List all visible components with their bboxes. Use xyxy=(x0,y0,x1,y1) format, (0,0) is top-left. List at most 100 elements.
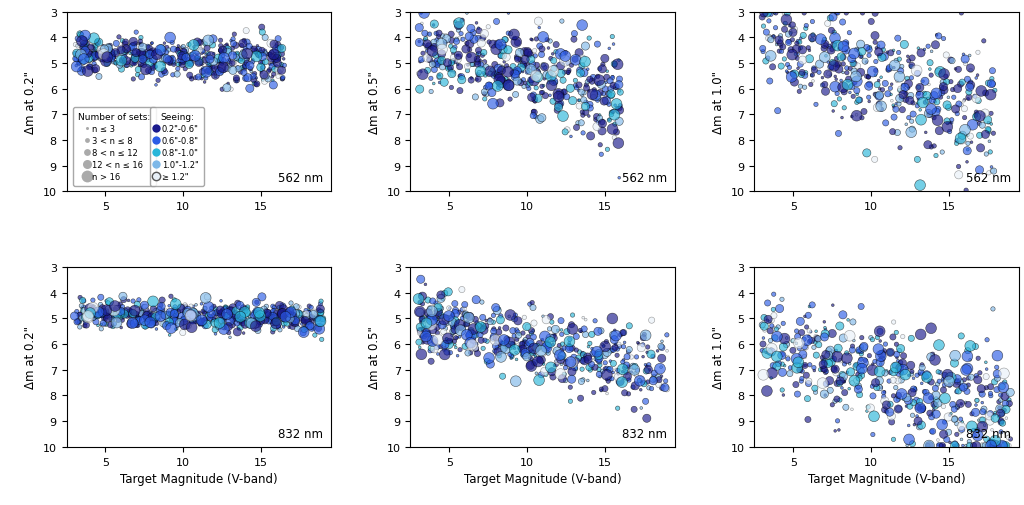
Point xyxy=(801,327,817,335)
Point xyxy=(996,378,1013,386)
Point xyxy=(529,69,546,77)
Point xyxy=(629,353,645,361)
Point xyxy=(979,435,995,443)
Point xyxy=(949,441,966,449)
Point xyxy=(197,322,213,330)
Point xyxy=(887,62,903,70)
Point xyxy=(161,47,177,55)
Point xyxy=(903,129,920,137)
Point xyxy=(928,152,944,160)
Point xyxy=(954,132,971,140)
Point xyxy=(919,371,935,379)
Point xyxy=(914,407,931,415)
Point xyxy=(859,407,876,415)
Point xyxy=(524,37,541,45)
Point xyxy=(565,360,582,368)
Point xyxy=(242,63,258,71)
Point xyxy=(978,90,994,98)
Point xyxy=(883,49,899,58)
Point xyxy=(133,311,150,319)
Point xyxy=(805,32,821,40)
Point xyxy=(85,46,101,55)
Point xyxy=(997,399,1014,408)
Point xyxy=(188,55,205,63)
Point xyxy=(509,68,525,76)
Point xyxy=(528,84,545,92)
Point xyxy=(949,111,966,119)
Point xyxy=(962,438,978,446)
Point xyxy=(431,79,447,87)
Point xyxy=(912,404,929,412)
Point xyxy=(177,302,194,311)
Point xyxy=(528,36,545,44)
Point xyxy=(795,350,811,359)
Point xyxy=(562,365,579,373)
Point xyxy=(444,323,461,331)
Point xyxy=(768,325,784,333)
Point xyxy=(184,315,201,323)
Point xyxy=(175,58,191,66)
Point xyxy=(78,41,94,49)
Point xyxy=(458,320,474,328)
Point xyxy=(477,84,494,92)
Point xyxy=(285,313,301,321)
Point xyxy=(645,377,662,385)
Point xyxy=(166,317,182,325)
Point xyxy=(854,362,870,370)
Point xyxy=(415,57,431,65)
Point xyxy=(492,41,508,49)
Point xyxy=(516,336,532,344)
Point xyxy=(115,314,131,322)
Point xyxy=(636,331,652,339)
Point xyxy=(854,115,870,123)
Point xyxy=(822,346,839,355)
Point xyxy=(210,55,226,63)
Point xyxy=(252,317,268,325)
Point xyxy=(292,308,308,316)
Point xyxy=(594,66,610,74)
Point xyxy=(421,57,437,65)
Point xyxy=(839,70,855,78)
Point xyxy=(303,304,319,312)
Point xyxy=(480,24,497,32)
Point xyxy=(282,315,298,323)
Point xyxy=(632,377,648,385)
Point xyxy=(429,329,445,337)
Point xyxy=(463,327,479,335)
Point xyxy=(557,58,573,66)
Point xyxy=(456,305,472,313)
Point xyxy=(915,375,932,383)
Point xyxy=(591,352,607,360)
Point xyxy=(769,41,785,49)
Point xyxy=(646,369,663,377)
Point xyxy=(143,40,160,48)
Point xyxy=(216,324,232,332)
Point xyxy=(889,78,905,86)
Point xyxy=(839,349,855,357)
Point xyxy=(443,37,460,45)
Point xyxy=(549,107,565,115)
Point xyxy=(411,295,427,304)
Point xyxy=(164,39,180,47)
Point xyxy=(964,422,980,430)
Point xyxy=(412,309,428,317)
Point xyxy=(130,315,146,323)
Point xyxy=(76,297,92,306)
Point xyxy=(196,66,212,74)
Point xyxy=(574,376,591,384)
Point xyxy=(190,58,207,66)
Point xyxy=(498,344,514,352)
Point xyxy=(213,317,229,325)
Point xyxy=(845,93,861,101)
Point xyxy=(427,52,443,60)
Point xyxy=(932,369,948,377)
Point xyxy=(431,308,447,316)
Point xyxy=(144,53,161,61)
Point xyxy=(260,311,276,319)
Point xyxy=(819,71,836,79)
Point xyxy=(177,47,194,55)
Point xyxy=(238,75,254,83)
Point xyxy=(895,366,911,374)
Point xyxy=(828,90,845,98)
Point xyxy=(475,36,492,44)
